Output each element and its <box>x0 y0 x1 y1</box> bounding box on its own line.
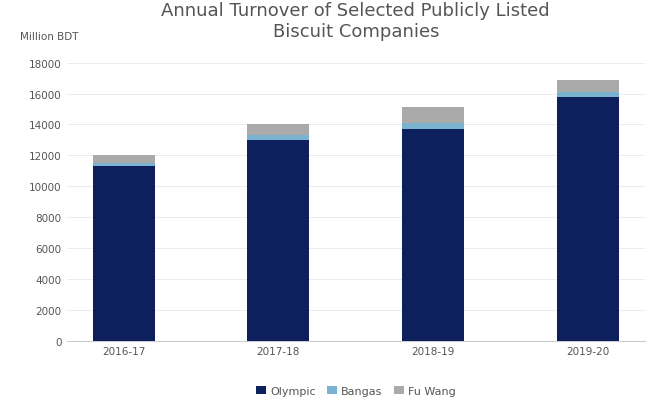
Bar <box>93 164 155 167</box>
Bar <box>557 97 618 341</box>
Bar <box>247 125 309 136</box>
Bar <box>247 141 309 341</box>
Bar <box>247 136 309 141</box>
Legend: Olympic, Bangas, Fu Wang: Olympic, Bangas, Fu Wang <box>251 381 460 401</box>
Bar <box>93 167 155 341</box>
Bar <box>402 130 464 341</box>
Bar <box>93 156 155 164</box>
Bar <box>557 93 618 97</box>
Text: Million BDT: Million BDT <box>20 32 78 42</box>
Bar <box>402 124 464 130</box>
Bar <box>557 81 618 93</box>
Bar <box>402 108 464 124</box>
Title: Annual Turnover of Selected Publicly Listed
Biscuit Companies: Annual Turnover of Selected Publicly Lis… <box>162 2 550 41</box>
